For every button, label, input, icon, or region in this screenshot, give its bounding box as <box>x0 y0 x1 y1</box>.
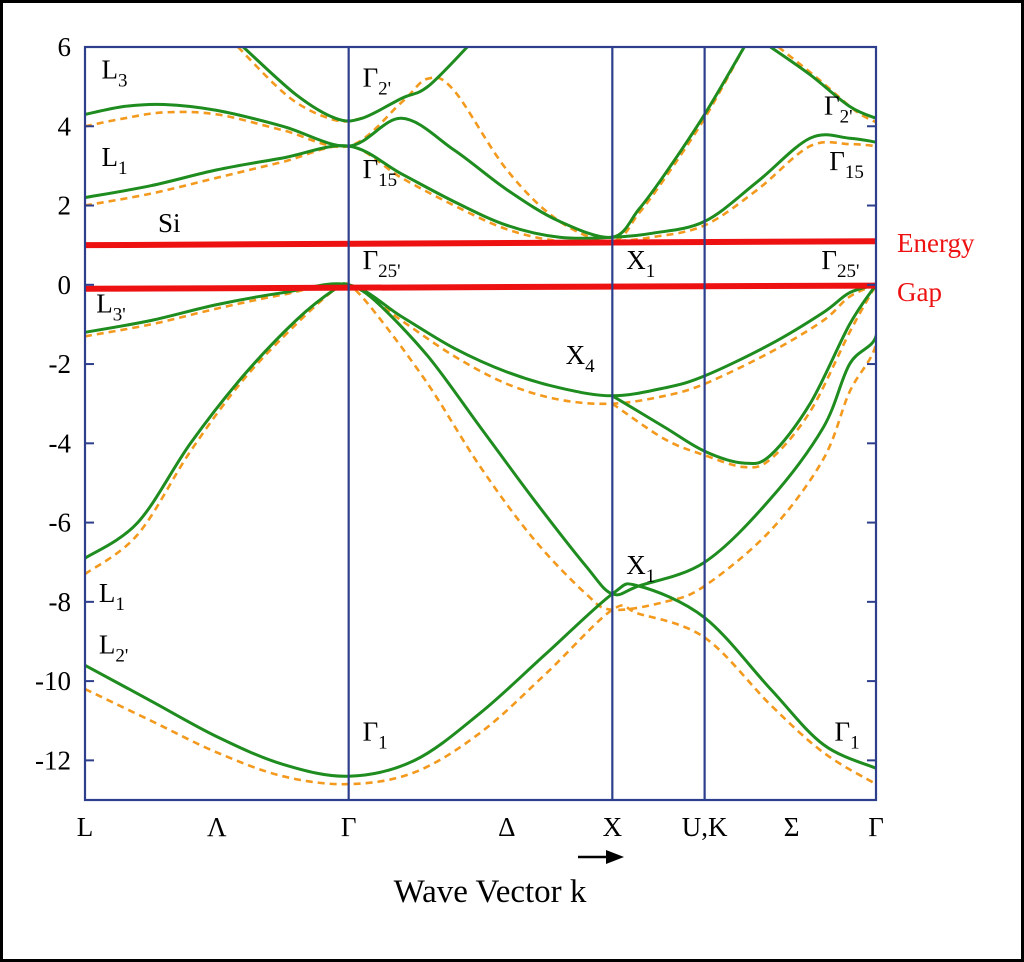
valence-band-top-line <box>84 282 877 292</box>
kpoint-label: L <box>77 812 94 842</box>
gap-label: Gap <box>897 277 942 307</box>
symmetry-point-label: X1 <box>626 550 655 587</box>
symmetry-point-label: L2' <box>99 629 128 666</box>
dashed-band-6 <box>85 47 746 243</box>
ytick-label: 0 <box>58 270 72 300</box>
symmetry-point-label: Γ15 <box>363 154 398 191</box>
ytick-label: -12 <box>35 745 71 775</box>
ytick-label: 2 <box>58 191 72 221</box>
ytick-label: -8 <box>49 587 72 617</box>
kpoint-label: Γ <box>341 812 357 842</box>
dashed-band-4 <box>611 284 876 469</box>
solid-band-7 <box>242 47 469 123</box>
kpoint-label: Δ <box>498 812 515 842</box>
energy-label: Energy <box>897 228 975 258</box>
ytick-label: -2 <box>49 349 72 379</box>
dashed-band-1 <box>85 604 876 786</box>
point-labels: Si L3 L1 L3' L1 L2' Γ2' Γ15 Γ25' Γ1 X1 X4 X1 Γ2' Γ15 Γ2… <box>96 55 864 754</box>
symmetry-point-label: L3 <box>102 55 128 92</box>
solid-band-5 <box>85 133 876 240</box>
dashed-band-5 <box>85 140 876 244</box>
solid-band-1 <box>85 582 876 778</box>
material-label: Si <box>158 208 181 238</box>
solid-band-3 <box>85 282 876 398</box>
solid-band-8 <box>769 47 876 120</box>
energy-gap-lines: Energy Gap <box>84 228 975 307</box>
kpoint-label: U,K <box>682 812 728 842</box>
symmetry-point-label: Γ2' <box>824 90 853 127</box>
ytick-label: 6 <box>58 32 72 62</box>
ytick-label: -10 <box>35 666 71 696</box>
symmetry-point-label: L3' <box>96 289 125 326</box>
symmetry-point-label: L1 <box>102 142 128 179</box>
plot-border <box>83 45 878 802</box>
kpoint-label: X <box>603 812 623 842</box>
ytick-label: -6 <box>49 508 72 538</box>
kpoint-label: Σ <box>784 812 800 842</box>
symmetry-point-label: X1 <box>626 245 655 282</box>
solid-band-2 <box>85 282 876 597</box>
dashed-band-2 <box>85 281 876 612</box>
symmetry-point-label: X4 <box>566 340 596 377</box>
symmetry-point-label: Γ2' <box>363 63 392 100</box>
dashed-band-3 <box>85 282 876 406</box>
symmetry-point-label: L1 <box>99 578 125 615</box>
symmetry-point-label: Γ1 <box>835 717 860 754</box>
ytick-label: 4 <box>58 111 72 141</box>
symmetry-point-label: Γ15 <box>829 146 864 183</box>
symmetry-point-label: Γ25' <box>821 245 859 282</box>
k-direction-arrow-head <box>606 850 624 864</box>
symmetry-point-label: Γ25' <box>363 245 401 282</box>
x-axis-title: Wave Vector k <box>394 874 587 910</box>
solid-band-4 <box>611 283 876 466</box>
kpoint-label: Λ <box>207 812 227 842</box>
conduction-band-bottom-line <box>84 238 877 249</box>
symmetry-point-label: Γ1 <box>363 717 388 754</box>
solid-band-6 <box>85 47 746 239</box>
plot-axes: 6 4 2 0 -2 -4 -6 -8 -10 -12 L Λ Γ Δ X U,K Σ Γ Wave Vector … <box>35 32 884 910</box>
band-curves <box>85 47 876 786</box>
dashed-band-7 <box>236 47 363 123</box>
ytick-label: -4 <box>49 428 72 458</box>
kpoint-label: Γ <box>868 812 884 842</box>
